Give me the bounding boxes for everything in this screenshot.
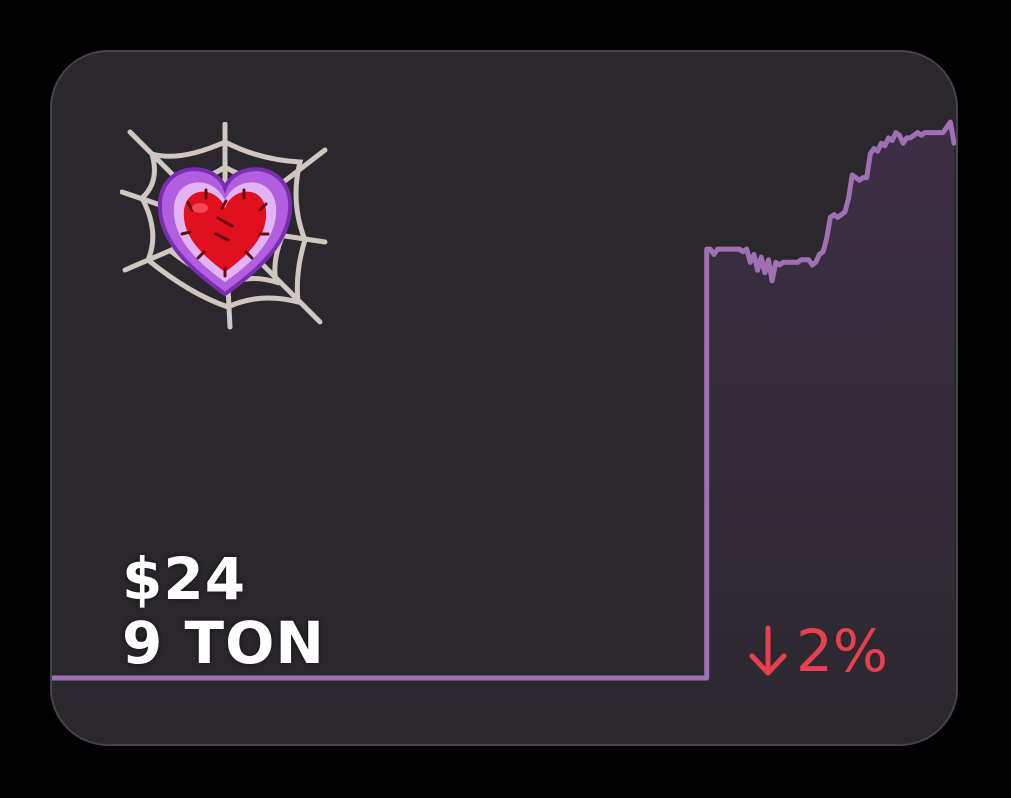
price-usd: $24 xyxy=(122,545,247,613)
gift-price-card[interactable]: $24 9 TON 2% xyxy=(50,50,958,746)
price-area xyxy=(52,122,954,744)
arrow-down-icon xyxy=(746,624,790,678)
price-ton: 9 TON xyxy=(122,609,325,677)
spider-web-heart-icon xyxy=(120,122,328,330)
gift-icon xyxy=(120,122,330,332)
change-percent: 2% xyxy=(795,617,888,685)
price-change: 2% xyxy=(746,622,888,680)
price-block: $24 9 TON xyxy=(122,550,325,672)
price-chart xyxy=(52,119,956,744)
price-line xyxy=(52,119,956,681)
